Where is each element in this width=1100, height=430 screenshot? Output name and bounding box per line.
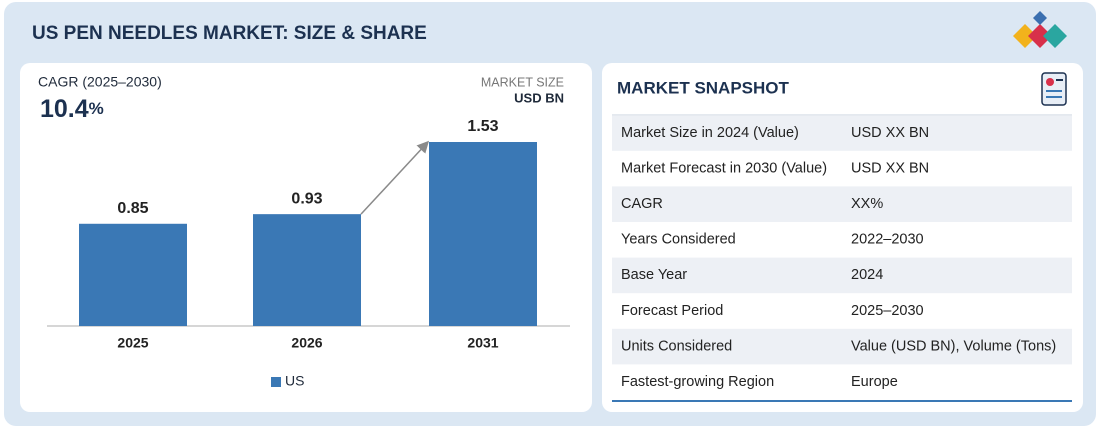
x-tick-label: 2025	[117, 335, 148, 351]
cagr-value: 10.4%	[40, 95, 104, 123]
snapshot-title: MARKET SNAPSHOT	[617, 78, 790, 97]
cagr-number: 10.4	[40, 95, 89, 123]
table-cell: CAGR	[621, 196, 663, 212]
unit: USD BN	[514, 90, 564, 105]
snapshot-table: Market Size in 2024 (Value) USD XX BN Mark…	[612, 115, 1072, 390]
table-cell: Value (USD BN), Volume (Tons)	[851, 338, 1056, 354]
row-shade	[612, 328, 1072, 365]
table-cell: Europe	[851, 374, 898, 390]
legend-label: US	[285, 373, 304, 389]
table-cell: USD XX BN	[851, 125, 929, 141]
table-cell: Units Considered	[621, 338, 732, 354]
table-cell: Forecast Period	[621, 303, 723, 319]
value-label: 0.93	[291, 190, 322, 207]
logo	[1013, 11, 1067, 48]
trend-arrow	[360, 140, 430, 215]
x-tick-label: 2026	[291, 335, 322, 351]
table-cell: Market Forecast in 2030 (Value)	[621, 160, 827, 176]
table-cell: 2022–2030	[851, 232, 924, 248]
page-title: US PEN NEEDLES MARKET: SIZE & SHARE	[32, 23, 427, 44]
table-cell: XX%	[851, 196, 883, 212]
x-tick-label: 2031	[467, 335, 498, 351]
table-cell: USD XX BN	[851, 160, 929, 176]
value-label: 1.53	[467, 118, 498, 135]
row-shade	[612, 186, 1072, 222]
table-cell: Years Considered	[621, 232, 736, 248]
bar	[253, 214, 361, 326]
value-label: 0.85	[117, 200, 148, 217]
cagr-label: CAGR (2025–2030)	[38, 74, 162, 90]
table-cell: 2025–2030	[851, 303, 924, 319]
legend-swatch	[271, 377, 281, 387]
table-cell: Fastest-growing Region	[621, 374, 774, 390]
table-cell: Base Year	[621, 267, 687, 283]
table-cell: Market Size in 2024 (Value)	[621, 125, 799, 141]
bar	[79, 223, 187, 326]
row-shade	[612, 257, 1072, 294]
bar	[429, 142, 537, 326]
row-shade	[612, 115, 1072, 151]
table-cell: 2024	[851, 267, 883, 283]
snapshot-icon	[1041, 72, 1067, 106]
cagr-unit: %	[89, 99, 104, 118]
unit-title: MARKET SIZE	[481, 75, 564, 89]
